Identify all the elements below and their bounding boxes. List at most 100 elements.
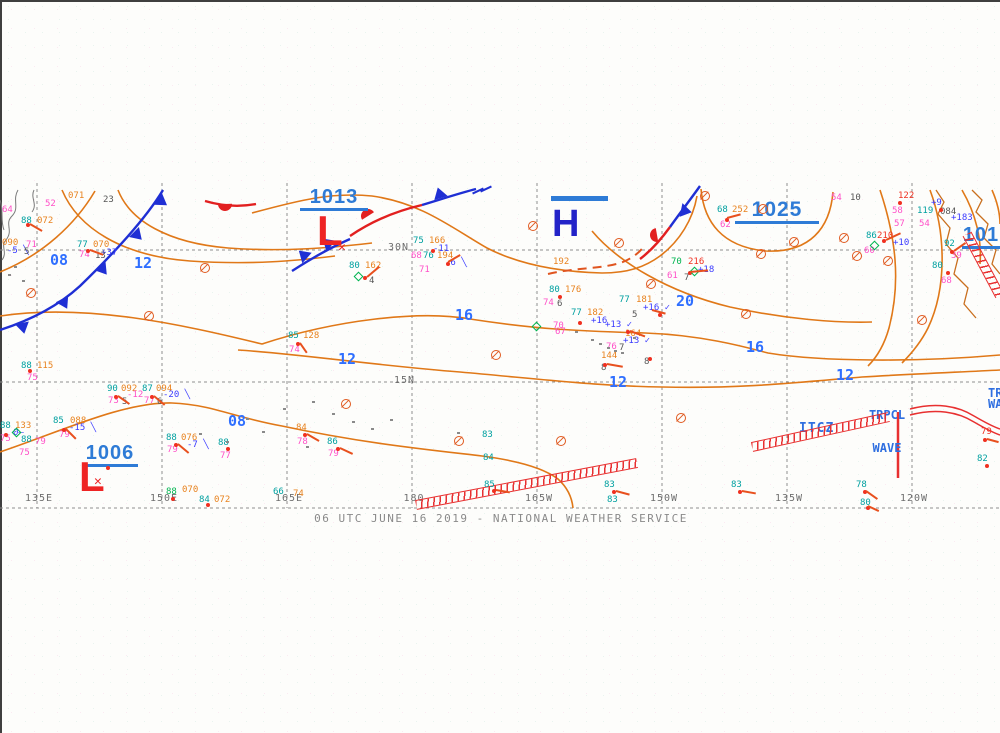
cold-front-triangle-icon [15, 321, 29, 334]
station-dot-icon [86, 249, 90, 253]
grid-label-longitude: 135W [774, 493, 804, 504]
island-mark [633, 337, 636, 339]
station-label: 88 [21, 435, 32, 445]
isobar-value-label: 16 [746, 338, 765, 356]
station-dot-icon [206, 503, 210, 507]
station-label: 13 [95, 251, 106, 261]
island-mark [199, 433, 202, 435]
station-label: 78 [297, 437, 308, 447]
isobar-value-label: 08 [228, 412, 247, 430]
coastline [31, 189, 35, 213]
station-label: 58 [892, 206, 903, 216]
slash [758, 204, 767, 214]
station-label: -15 ╲ [69, 423, 97, 433]
grid-label-longitude: 150W [649, 493, 679, 504]
station-label: 87 [142, 384, 153, 394]
station-label: 092 [121, 384, 138, 394]
front-line [0, 189, 165, 332]
station-circle-slash-icon [556, 436, 566, 446]
station-label: 70 [553, 321, 564, 331]
station-label: 66 [273, 487, 284, 497]
front-line [349, 203, 423, 237]
station-label: 76 [606, 342, 617, 352]
station-label: 82 [977, 454, 988, 464]
station-label: 79 [167, 445, 178, 455]
isobar-value-label: 12 [338, 350, 357, 368]
station-dot-icon [612, 490, 616, 494]
low-pressure-symbol: L [317, 207, 343, 254]
station-dot-icon [114, 395, 118, 399]
station-label: +16 [591, 316, 608, 326]
station-label: 076 [181, 433, 198, 443]
isobar-line [700, 188, 834, 252]
station-label: 83 [731, 480, 742, 490]
station-label: 128 [303, 331, 320, 341]
station-label: +9 [931, 198, 942, 208]
island-mark [614, 350, 617, 352]
station-label: 80 [932, 261, 943, 271]
station-dot-icon [603, 363, 607, 367]
slash [676, 413, 685, 423]
high-pressure-symbol: H [552, 203, 580, 245]
station-circle-slash-icon [756, 249, 766, 259]
station-label: 77 [619, 295, 630, 305]
isobar-line [61, 189, 336, 264]
station-label: -12 [127, 390, 144, 400]
station-label: 8 [601, 363, 607, 373]
station-label: 166 [429, 236, 446, 246]
station-label: 144 [601, 351, 618, 361]
station-label: 68 [717, 205, 728, 215]
station-label: 75 [0, 434, 11, 444]
slash [144, 311, 153, 321]
station-circle-slash-icon [491, 350, 501, 360]
station-label: +10 [893, 238, 910, 248]
station-dot-icon [174, 443, 178, 447]
high-pressure-underline [551, 196, 608, 201]
slash [556, 436, 565, 446]
cold-front-triangle-icon [153, 193, 168, 206]
island-mark [457, 432, 460, 434]
station-label: 73 [108, 396, 119, 406]
frontolysis-mark [472, 187, 484, 195]
tropical-wave-line1: TRPCL [988, 388, 1000, 400]
slash [917, 315, 926, 325]
station-dot-icon [725, 218, 729, 222]
isobar-line [991, 189, 1000, 225]
isobar-line [591, 230, 873, 323]
station-dot-icon [578, 321, 582, 325]
station-label: +183 [951, 213, 973, 223]
station-dot-icon [303, 433, 307, 437]
station-label: 74 [543, 298, 554, 308]
island-mark [352, 421, 355, 423]
station-label: 216 [688, 257, 705, 267]
grid-label-longitude: 165W [524, 493, 554, 504]
station-label: 88 [166, 487, 177, 497]
station-label: 072 [37, 216, 54, 226]
station-label: 71 [419, 265, 430, 275]
station-label: 80 [549, 285, 560, 295]
station-label: 83 [604, 480, 615, 490]
station-label: 80 [860, 498, 871, 508]
station-label: 90 [107, 384, 118, 394]
station-dot-icon [106, 466, 110, 470]
station-circle-slash-icon [700, 191, 710, 201]
station-label: 75 [413, 236, 424, 246]
station-circle-slash-icon [852, 251, 862, 261]
station-label: 88 [0, 421, 11, 431]
station-dot-icon [738, 490, 742, 494]
low-pressure-label-1013: 1013 [300, 186, 368, 211]
tropical-wave-line2: WAVE [872, 441, 902, 455]
station-label: 74 [79, 250, 90, 260]
station-label: 084 [940, 207, 957, 217]
station-dot-icon [898, 201, 902, 205]
station-label: -7 ╲ [187, 440, 209, 450]
isobar-value-label: 12 [836, 366, 855, 384]
island-mark [283, 408, 286, 410]
station-label: 181 [636, 295, 653, 305]
station-circle-slash-icon [758, 204, 768, 214]
station-label: +13 ✓ [623, 336, 651, 346]
station-label: -6 ╲ [445, 258, 467, 268]
island-mark [607, 347, 610, 349]
slash [200, 263, 209, 273]
station-label: 090 [2, 238, 19, 248]
